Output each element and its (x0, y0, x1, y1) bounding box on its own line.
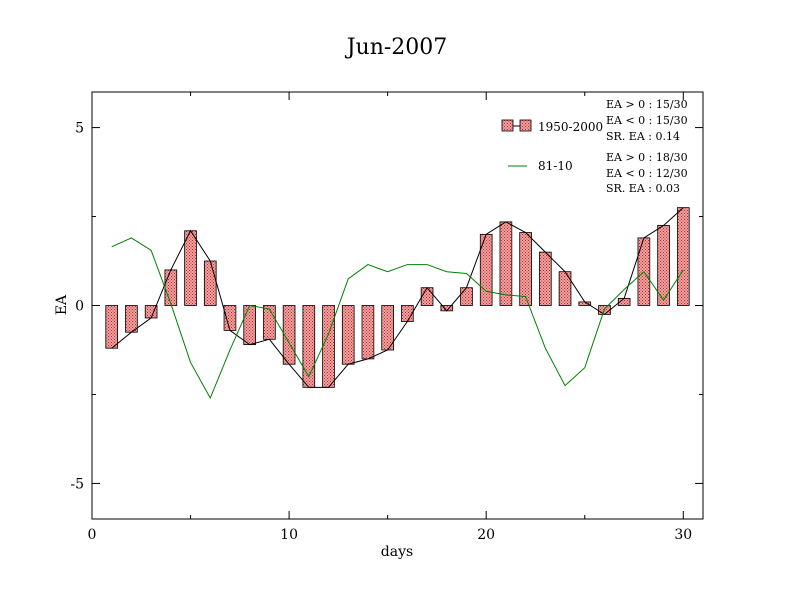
legend-swatch-1950-2000 (501, 119, 514, 132)
bar-1950-2000 (558, 271, 572, 306)
bar-1950-2000 (519, 232, 532, 306)
bar-1950-2000 (539, 251, 552, 306)
legend-label-81-10: 81-10 (538, 159, 573, 173)
x-tick-label: 10 (280, 527, 298, 543)
bar-1950-2000 (420, 287, 434, 306)
legend-stat: SR. EA : 0.03 (606, 182, 680, 195)
bar-1950-2000 (184, 230, 197, 306)
bar-1950-2000 (460, 287, 473, 306)
legend: 1950-2000 EA > 0 : 15/30 EA < 0 : 15/30 … (501, 98, 688, 195)
bar-series (105, 207, 690, 388)
legend-swatch-1950-2000-b (519, 119, 532, 132)
legend-stat: EA < 0 : 15/30 (606, 114, 688, 127)
x-tick-label: 0 (88, 527, 97, 543)
bar-1950-2000 (105, 305, 119, 349)
bar-1950-2000 (302, 305, 316, 388)
bar-1950-2000 (676, 207, 690, 306)
legend-stat: EA > 0 : 15/30 (606, 98, 688, 111)
axis-ticks: 0 10 20 30 -5 0 5 (70, 92, 703, 543)
legend-entry-1950-2000: 1950-2000 EA > 0 : 15/30 EA < 0 : 15/30 … (501, 98, 688, 143)
bar-1950-2000 (243, 305, 256, 346)
x-axis-label: days (381, 544, 413, 560)
bar-1950-2000 (203, 260, 217, 306)
legend-entry-81-10: 81-10 EA > 0 : 18/30 EA < 0 : 12/30 SR. … (508, 151, 688, 195)
y-tick-label: -5 (70, 476, 84, 492)
legend-stat: SR. EA : 0.14 (606, 130, 680, 143)
legend-stat: EA < 0 : 12/30 (606, 167, 688, 180)
y-tick-label: 5 (75, 121, 84, 137)
bar-1950-2000 (499, 221, 513, 306)
line-series (111, 237, 684, 400)
chart-title: Jun-2007 (345, 35, 448, 60)
bar-1950-2000 (341, 305, 355, 365)
bar-1950-2000 (223, 305, 237, 331)
legend-stat: EA > 0 : 18/30 (606, 151, 688, 164)
bar-1950-2000 (361, 305, 375, 360)
y-tick-label: 0 (75, 299, 84, 315)
bar-1950-2000 (125, 305, 138, 333)
bar-connector-line (111, 207, 684, 388)
x-tick-label: 20 (477, 527, 495, 543)
y-axis-label: EA (54, 294, 70, 315)
legend-label-1950-2000: 1950-2000 (538, 120, 603, 134)
bar-1950-2000 (164, 269, 178, 306)
series-line-81-10 (111, 237, 684, 400)
x-tick-label: 30 (674, 527, 692, 543)
bar-1950-2000 (322, 305, 335, 388)
bar-1950-2000 (263, 305, 276, 340)
